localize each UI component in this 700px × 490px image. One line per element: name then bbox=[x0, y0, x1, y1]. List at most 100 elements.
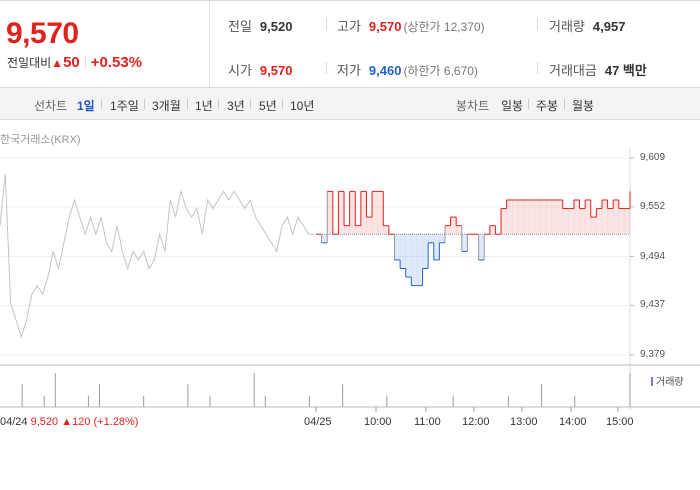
divider bbox=[282, 99, 283, 109]
area-segment bbox=[517, 199, 524, 235]
area-segment bbox=[540, 199, 547, 235]
period-3y-button[interactable]: 3년 bbox=[227, 99, 245, 113]
y-tick-label: 9,609 bbox=[640, 152, 666, 163]
stat-volume: 거래량 4,957 bbox=[549, 16, 625, 35]
price-box: 9,570 전일대비▲50 +0.53% bbox=[0, 1, 210, 87]
divider bbox=[187, 99, 188, 109]
upper-limit: (상한가 12,370) bbox=[403, 20, 485, 34]
divider bbox=[84, 57, 86, 68]
area-segment bbox=[573, 199, 580, 235]
area-segment bbox=[579, 208, 586, 235]
chart-toolbar: 선차트 1일 1주일 3개월 1년 3년 5년 10년 봉차트 일봉 주봉 월봉 bbox=[0, 88, 700, 120]
area-segment bbox=[383, 225, 390, 235]
stat-label: 고가 bbox=[337, 19, 361, 34]
y-tick-label: 9,552 bbox=[640, 200, 666, 212]
stat-open: 시가 9,570 bbox=[228, 60, 292, 79]
area-segment bbox=[478, 234, 485, 260]
stat-label: 시가 bbox=[228, 63, 252, 78]
divider bbox=[101, 99, 102, 109]
area-segment bbox=[366, 217, 373, 235]
area-segment bbox=[562, 208, 569, 235]
lower-limit: (하한가 6,670) bbox=[403, 64, 478, 78]
area-segment bbox=[601, 199, 608, 235]
stat-high: 고가 9,570 (상한가 12,370) bbox=[337, 16, 485, 35]
x-tick-label: 11:00 bbox=[414, 416, 441, 428]
area-segment bbox=[444, 225, 451, 235]
divider bbox=[537, 18, 538, 30]
area-segment bbox=[416, 234, 423, 286]
area-segment bbox=[534, 199, 541, 235]
prev-day-change-pct: (+1.28%) bbox=[93, 416, 139, 428]
stat-value: 9,460 bbox=[368, 63, 402, 78]
period-1d-button[interactable]: 1일 bbox=[77, 99, 95, 113]
area-segment bbox=[568, 208, 575, 235]
divider bbox=[528, 99, 529, 109]
candle-weekly-button[interactable]: 주봉 bbox=[536, 99, 559, 113]
stat-label: 거래량 bbox=[549, 19, 585, 34]
stat-value: 47 백만 bbox=[604, 63, 647, 78]
quote-header: 9,570 전일대비▲50 +0.53% 전일 9,520 시가 9,570 고가 9,… bbox=[0, 0, 700, 88]
area-segment bbox=[512, 199, 519, 235]
area-segment bbox=[439, 234, 446, 243]
stat-label: 거래대금 bbox=[549, 63, 597, 78]
previous-day-series bbox=[0, 174, 314, 339]
x-tick-label: 04/25 bbox=[304, 416, 332, 428]
area-segment bbox=[461, 234, 468, 252]
period-5y-button[interactable]: 5년 bbox=[259, 99, 277, 113]
prev-day-summary: 04/24 9,520 ▲120 (+1.28%) bbox=[0, 416, 138, 428]
candle-daily-button[interactable]: 일봉 bbox=[501, 99, 524, 113]
area-segment bbox=[394, 234, 401, 260]
area-segment bbox=[590, 217, 597, 235]
change-label: 전일대비 bbox=[7, 56, 52, 70]
divider bbox=[218, 99, 219, 109]
area-segment bbox=[607, 208, 614, 235]
area-segment bbox=[506, 199, 513, 235]
area-segment bbox=[422, 234, 429, 269]
area-segment bbox=[433, 234, 440, 260]
area-segment bbox=[338, 191, 345, 235]
volume-swatch bbox=[651, 377, 653, 386]
prev-day-date: 04/24 bbox=[0, 416, 28, 428]
y-tick-label: 9,437 bbox=[640, 299, 666, 311]
area-segment bbox=[344, 225, 350, 235]
x-tick-marks bbox=[315, 407, 619, 412]
grid bbox=[0, 157, 634, 356]
area-segment bbox=[450, 217, 457, 235]
divider bbox=[537, 62, 538, 74]
period-10y-button[interactable]: 10년 bbox=[290, 99, 315, 113]
change-row: 전일대비▲50 +0.53% bbox=[7, 54, 142, 71]
area-segment bbox=[551, 199, 558, 235]
area-segment bbox=[372, 191, 378, 235]
quote-stats: 전일 9,520 시가 9,570 고가 9,570 (상한가 12,370) 저가 9,… bbox=[211, 1, 700, 87]
volume-legend-label: 거래량 bbox=[656, 377, 684, 388]
prev-day-close: 9,520 bbox=[30, 416, 59, 428]
stat-prev-close: 전일 9,520 bbox=[228, 16, 292, 35]
area-segment bbox=[596, 208, 603, 235]
area-segment bbox=[456, 225, 463, 235]
line-chart-label: 선차트 bbox=[34, 99, 68, 113]
stat-value: 9,570 bbox=[259, 63, 293, 78]
x-tick-label: 12:00 bbox=[462, 416, 490, 428]
stat-value: 9,520 bbox=[259, 19, 293, 34]
period-1w-button[interactable]: 1주일 bbox=[110, 99, 139, 113]
candle-monthly-button[interactable]: 월봉 bbox=[572, 99, 595, 113]
volume-bars bbox=[21, 373, 631, 407]
area-segment bbox=[618, 208, 625, 235]
x-tick-label: 10:00 bbox=[364, 416, 392, 428]
area-segment bbox=[355, 225, 362, 235]
area-segment bbox=[624, 208, 631, 235]
period-1y-button[interactable]: 1년 bbox=[195, 99, 213, 113]
period-3m-button[interactable]: 3개월 bbox=[152, 99, 181, 113]
change-percent: +0.53% bbox=[90, 54, 143, 71]
x-tick-label: 13:00 bbox=[510, 416, 538, 428]
x-tick-label: 15:00 bbox=[606, 416, 634, 428]
area-segment bbox=[529, 199, 535, 235]
area-segment bbox=[321, 234, 328, 243]
price-lines bbox=[0, 174, 631, 339]
area-segment bbox=[557, 199, 564, 235]
y-tick-label: 9,379 bbox=[640, 349, 666, 360]
y-tick-label: 9,494 bbox=[640, 250, 666, 262]
divider bbox=[564, 99, 565, 109]
area-segment bbox=[411, 234, 418, 286]
